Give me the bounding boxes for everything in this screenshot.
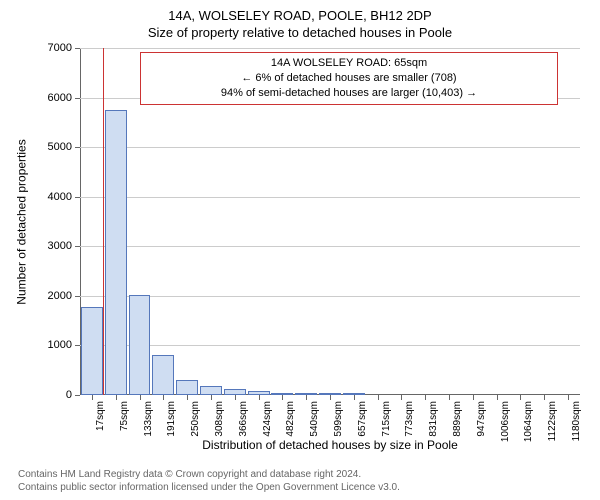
xtick-mark xyxy=(92,395,93,400)
xtick-label: 250sqm xyxy=(190,401,201,437)
xtick-mark xyxy=(497,395,498,400)
histogram-bar xyxy=(105,110,127,395)
info-line-1: 14A WOLSELEY ROAD: 65sqm xyxy=(147,56,551,71)
gridline xyxy=(80,296,580,297)
xtick-label: 889sqm xyxy=(452,401,463,437)
ytick-label: 1000 xyxy=(48,339,72,351)
ytick-mark xyxy=(75,147,80,148)
xtick-mark xyxy=(330,395,331,400)
ytick-label: 3000 xyxy=(48,240,72,252)
xtick-mark xyxy=(306,395,307,400)
chart-title-main: 14A, WOLSELEY ROAD, POOLE, BH12 2DP xyxy=(0,0,600,23)
ytick-label: 4000 xyxy=(48,191,72,203)
xtick-label: 366sqm xyxy=(238,401,249,437)
ytick-label: 0 xyxy=(66,389,72,401)
histogram-bar xyxy=(176,380,198,395)
xtick-label: 773sqm xyxy=(404,401,415,437)
xtick-mark xyxy=(473,395,474,400)
xtick-label: 482sqm xyxy=(285,401,296,437)
xtick-label: 1180sqm xyxy=(571,401,582,441)
xtick-mark xyxy=(163,395,164,400)
gridline xyxy=(80,48,580,49)
ytick-mark xyxy=(75,296,80,297)
histogram-bar xyxy=(200,386,222,395)
histogram-bar xyxy=(81,307,103,395)
xtick-label: 831sqm xyxy=(428,401,439,437)
xtick-label: 133sqm xyxy=(143,401,154,437)
y-axis-label-container: Number of detached properties xyxy=(14,48,30,395)
xtick-mark xyxy=(211,395,212,400)
xtick-mark xyxy=(116,395,117,400)
ytick-label: 2000 xyxy=(48,290,72,302)
ytick-mark xyxy=(75,98,80,99)
gridline xyxy=(80,147,580,148)
xtick-mark xyxy=(425,395,426,400)
xtick-mark xyxy=(354,395,355,400)
xtick-mark xyxy=(259,395,260,400)
xtick-label: 308sqm xyxy=(214,401,225,437)
info-line-3: 94% of semi-detached houses are larger (… xyxy=(147,86,551,101)
xtick-label: 657sqm xyxy=(357,401,368,437)
xtick-label: 424sqm xyxy=(262,401,273,437)
xtick-label: 540sqm xyxy=(309,401,320,437)
xtick-mark xyxy=(282,395,283,400)
y-axis-label: Number of detached properties xyxy=(15,139,29,304)
footer-line-1: Contains HM Land Registry data © Crown c… xyxy=(18,468,400,481)
xtick-mark xyxy=(449,395,450,400)
xtick-mark xyxy=(544,395,545,400)
xtick-label: 599sqm xyxy=(333,401,344,437)
chart-title-sub: Size of property relative to detached ho… xyxy=(0,23,600,40)
xtick-label: 191sqm xyxy=(166,401,177,437)
ytick-label: 6000 xyxy=(48,92,72,104)
ytick-mark xyxy=(75,48,80,49)
gridline xyxy=(80,246,580,247)
footer-line-2: Contains public sector information licen… xyxy=(18,481,400,494)
xtick-mark xyxy=(187,395,188,400)
xtick-mark xyxy=(235,395,236,400)
xtick-label: 1006sqm xyxy=(500,401,511,442)
xtick-label: 715sqm xyxy=(381,401,392,437)
ytick-mark xyxy=(75,395,80,396)
ytick-label: 5000 xyxy=(48,141,72,153)
info-line-2: ← 6% of detached houses are smaller (708… xyxy=(147,71,551,86)
histogram-bar xyxy=(129,295,151,395)
histogram-bar xyxy=(152,355,174,395)
xtick-label: 17sqm xyxy=(95,401,106,431)
marker-line xyxy=(103,48,104,395)
xtick-label: 1064sqm xyxy=(523,401,534,442)
footer-attribution: Contains HM Land Registry data © Crown c… xyxy=(18,468,400,494)
chart-container: 14A, WOLSELEY ROAD, POOLE, BH12 2DP Size… xyxy=(0,0,600,500)
info-box: 14A WOLSELEY ROAD: 65sqm ← 6% of detache… xyxy=(140,52,558,105)
xtick-mark xyxy=(568,395,569,400)
xtick-label: 75sqm xyxy=(119,401,130,431)
xtick-mark xyxy=(401,395,402,400)
ytick-mark xyxy=(75,246,80,247)
xtick-mark xyxy=(378,395,379,400)
xtick-mark xyxy=(520,395,521,400)
xtick-label: 1122sqm xyxy=(547,401,558,441)
gridline xyxy=(80,197,580,198)
xtick-label: 947sqm xyxy=(476,401,487,437)
ytick-mark xyxy=(75,345,80,346)
ytick-label: 7000 xyxy=(48,42,72,54)
x-axis-label: Distribution of detached houses by size … xyxy=(80,438,580,452)
ytick-mark xyxy=(75,197,80,198)
gridline xyxy=(80,345,580,346)
xtick-mark xyxy=(140,395,141,400)
